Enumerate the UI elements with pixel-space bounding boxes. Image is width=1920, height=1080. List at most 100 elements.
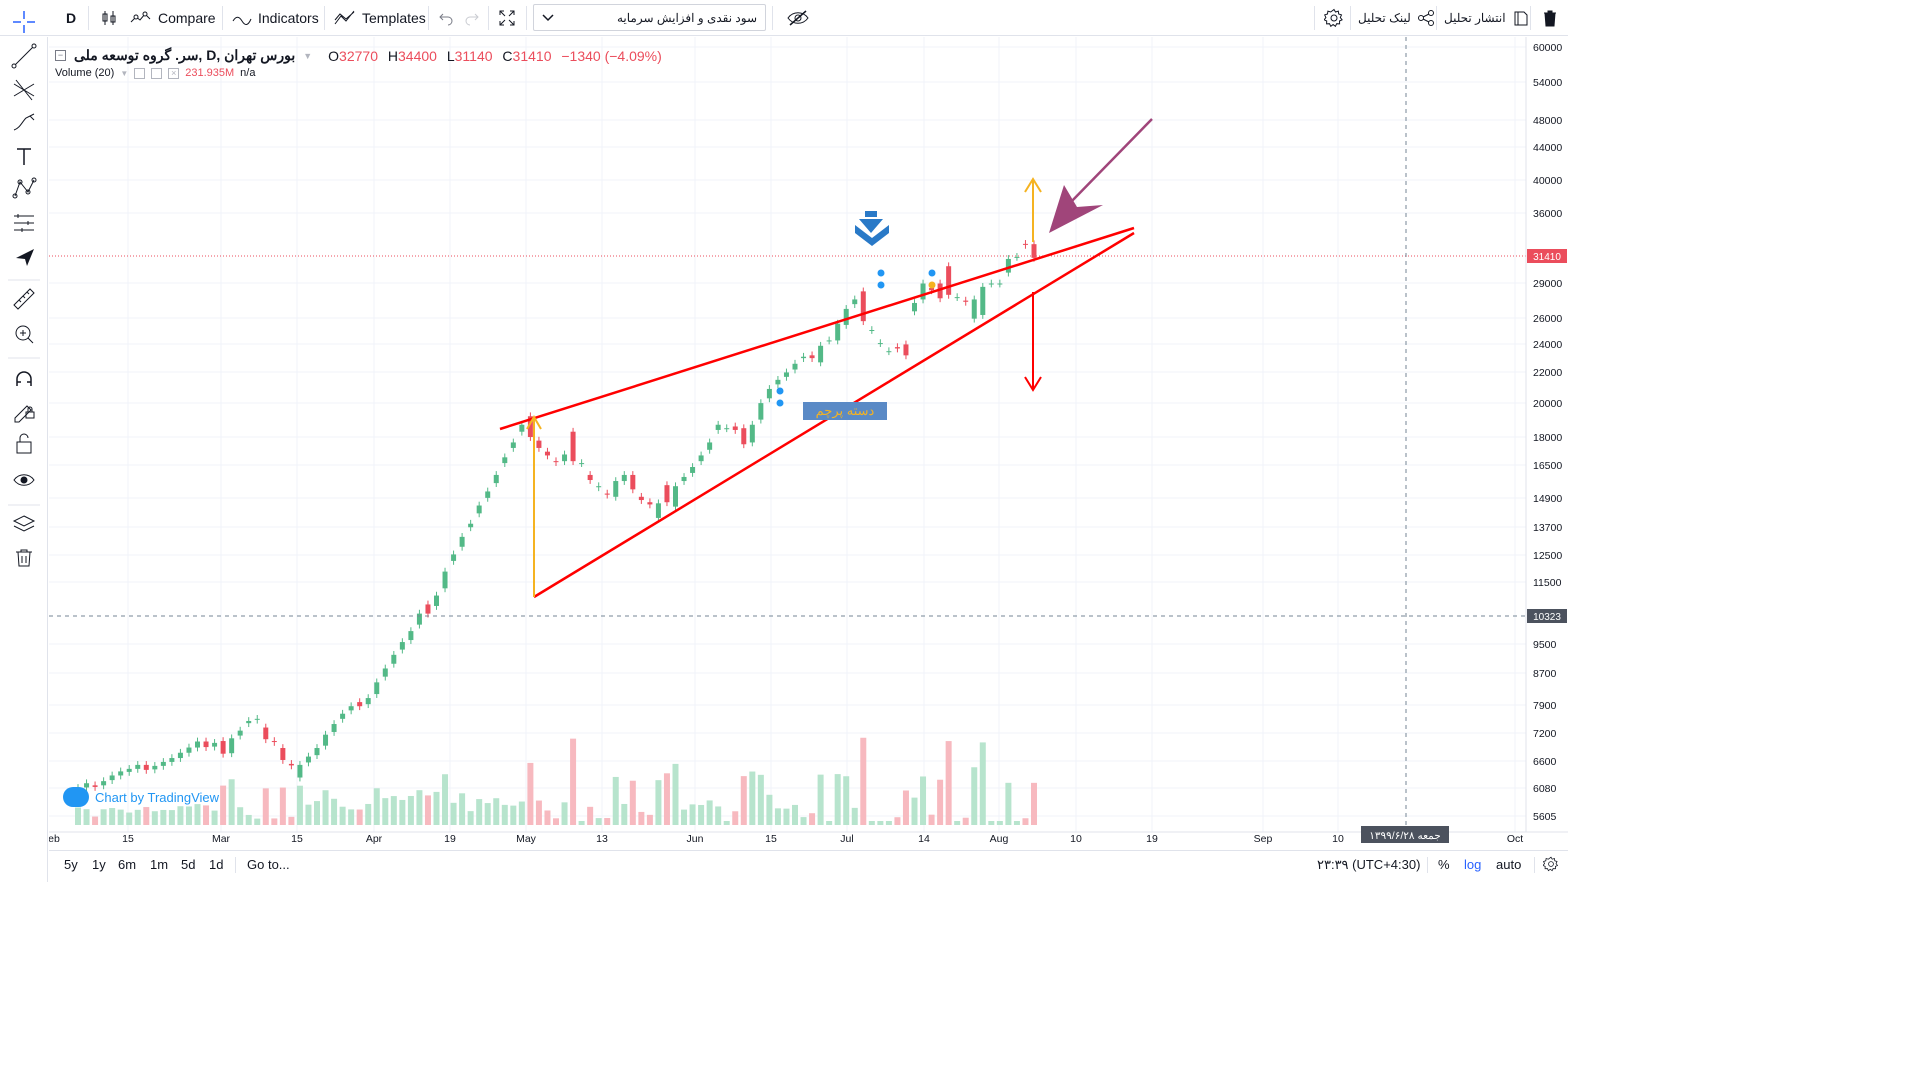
flag-label-box[interactable]: [803, 402, 887, 420]
range-1m[interactable]: 1m: [150, 857, 169, 872]
collapse-legend-icon[interactable]: −: [55, 50, 66, 61]
fullscreen-button[interactable]: [492, 4, 522, 32]
ruler-icon[interactable]: [13, 288, 35, 310]
chart-settings-icon[interactable]: [1542, 856, 1559, 875]
volume-bar: [757, 774, 764, 825]
trash-drawings-icon[interactable]: [16, 549, 32, 567]
zoom-icon[interactable]: [15, 325, 34, 344]
chart-style-button[interactable]: [94, 4, 124, 32]
candle-body: [510, 442, 516, 448]
volume-bar: [433, 791, 440, 825]
volume-bar: [553, 818, 559, 825]
percent-toggle[interactable]: %: [1438, 857, 1450, 872]
log-toggle[interactable]: log: [1464, 857, 1482, 872]
indicators-button[interactable]: Indicators: [226, 4, 325, 32]
compare-icon: [130, 11, 151, 23]
volume-bar: [928, 814, 935, 825]
volume-bar: [638, 811, 645, 825]
high-value: 34400: [398, 47, 437, 64]
candle-body: [818, 345, 824, 363]
share-link-button[interactable]: لینک تحلیل: [1352, 4, 1441, 32]
layers-icon[interactable]: [12, 515, 36, 532]
drawings[interactable]: دسته پرچم: [499, 118, 1153, 599]
compare-button[interactable]: Compare: [124, 4, 222, 32]
candle-body: [348, 706, 354, 711]
separator: [1530, 6, 1531, 30]
candle-body: [126, 768, 132, 772]
chart-area[interactable]: دسته پرچم 60000 54000 48000 44000 40000 36000…: [48, 37, 1568, 882]
auto-toggle[interactable]: auto: [1496, 857, 1522, 872]
hide-drawings-button[interactable]: [780, 4, 816, 32]
prediction-icon[interactable]: [14, 214, 34, 232]
volume-bar: [271, 818, 278, 825]
templates-button[interactable]: Templates: [328, 4, 432, 32]
fib-icon[interactable]: [13, 79, 35, 101]
price-tick-label: 7200: [1533, 728, 1557, 740]
candle-body: [587, 474, 593, 481]
time-tick-label: 19: [444, 833, 456, 845]
volume-bar: [484, 803, 491, 825]
publish-button[interactable]: انتشار تحلیل: [1438, 4, 1536, 32]
delete-button[interactable]: [1536, 4, 1564, 32]
cursor-arrow-icon[interactable]: [16, 249, 34, 266]
price-axis[interactable]: 60000 54000 48000 44000 40000 36000 31410 29000…: [1525, 37, 1568, 832]
flag-label: دسته پرچم: [816, 403, 875, 419]
magnet-icon[interactable]: [16, 371, 32, 386]
candle-body: [434, 595, 439, 606]
crosshair-icon[interactable]: [13, 11, 35, 33]
candle-body: [809, 355, 815, 359]
candle-body: [323, 734, 329, 746]
time-axis[interactable]: eb 15 Mar 15 Apr 19 May 13 Jun 15 Jul 14 Aug 10 19 Sep 1…: [48, 826, 1568, 845]
watermark-text: Chart by TradingView: [95, 789, 220, 805]
volume-legend: Volume (20) ▼ × 231.935M n/a: [55, 67, 255, 79]
undo-button[interactable]: [432, 4, 460, 32]
templates-icon: [334, 10, 355, 25]
text-icon[interactable]: [17, 148, 31, 165]
candle-body: [152, 765, 158, 770]
volume-bar: [621, 803, 628, 825]
timezone-button[interactable]: ۲۳:۳۹ (UTC+4:30): [1317, 857, 1421, 872]
brush-icon[interactable]: [13, 113, 35, 131]
redo-button[interactable]: [458, 4, 486, 32]
range-1y[interactable]: 1y: [92, 857, 106, 872]
range-6m[interactable]: 6m: [118, 857, 137, 872]
tradingview-watermark[interactable]: Chart by TradingView: [63, 787, 219, 807]
lock-drawings-icon[interactable]: [14, 405, 35, 423]
candle-body: [297, 764, 303, 778]
layout-select[interactable]: سود نقدی و افزایش سرمایه: [533, 4, 766, 31]
eye-icon[interactable]: [134, 67, 146, 79]
close-icon[interactable]: ×: [168, 67, 180, 79]
pattern-icon[interactable]: [12, 177, 37, 199]
volume-label[interactable]: Volume (20): [55, 67, 115, 79]
candle-body: [988, 283, 994, 285]
trend-line-icon[interactable]: [11, 43, 37, 69]
crosshair-date-label: جمعه ۱۳۹۹/۶/۲۸: [1369, 830, 1441, 842]
eye-icon[interactable]: [13, 474, 35, 486]
candle-body: [664, 485, 670, 503]
range-1d[interactable]: 1d: [209, 857, 224, 872]
gear-icon[interactable]: [151, 67, 163, 79]
volume-bar: [424, 795, 431, 825]
candle-body: [442, 571, 448, 589]
indicators-label: Indicators: [258, 10, 319, 26]
volume-bar: [843, 776, 850, 825]
candle-body: [365, 698, 371, 705]
symbol-title[interactable]: بورس تهران ,D ,سر. گروه توسعه ملی: [74, 47, 296, 63]
interval-button[interactable]: D: [56, 4, 86, 32]
volume-bar: [1005, 782, 1012, 825]
signal-dot: [928, 269, 936, 277]
lock-icon[interactable]: [16, 433, 32, 454]
goto-button[interactable]: Go to...: [247, 857, 290, 872]
chart-canvas[interactable]: دسته پرچم 60000 54000 48000 44000 40000 36000…: [48, 37, 1568, 850]
volume-bar: [382, 798, 389, 825]
range-5d[interactable]: 5d: [181, 857, 196, 872]
candle-body: [118, 771, 124, 776]
settings-button[interactable]: [1318, 4, 1350, 32]
wedge-upper-trendline[interactable]: [499, 226, 1135, 431]
range-5y[interactable]: 5y: [64, 857, 78, 872]
candle-body: [749, 424, 755, 443]
pointer-arrow[interactable]: [1068, 118, 1153, 205]
volume-bar: [698, 804, 705, 825]
candle-body: [451, 554, 457, 561]
candle-body: [673, 486, 678, 507]
